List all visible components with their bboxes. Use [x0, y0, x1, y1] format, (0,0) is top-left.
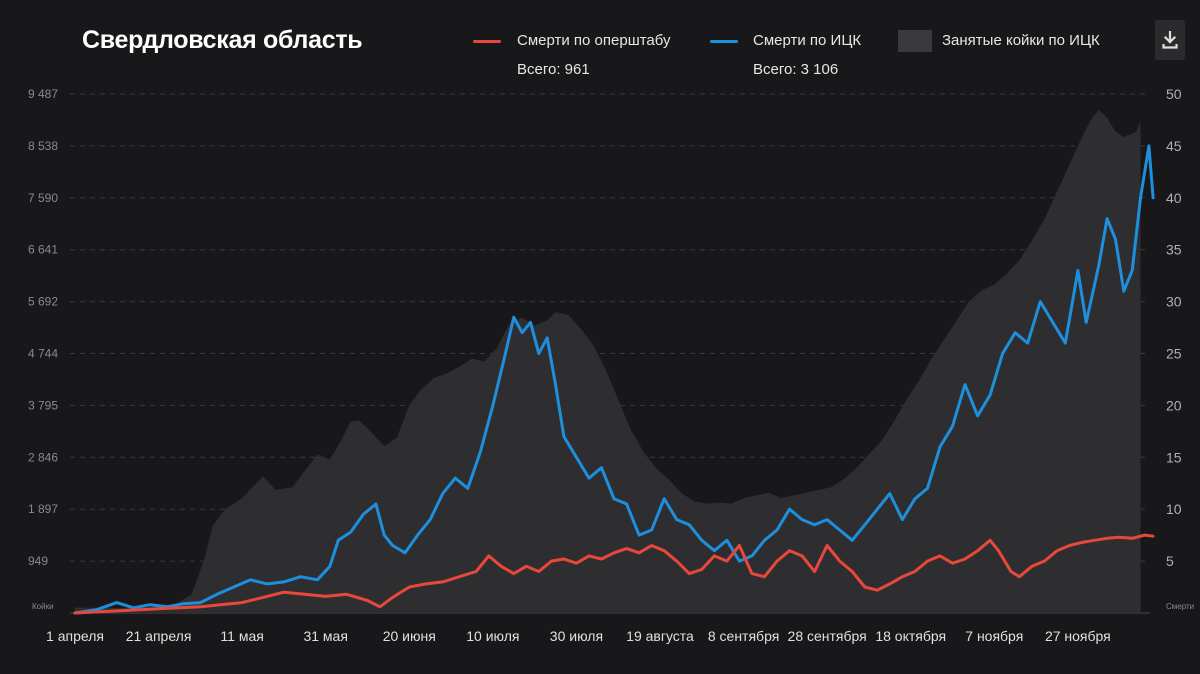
x-tick-label: 31 мая	[303, 628, 347, 644]
right-axis: 5 10 15 20 25 30 35 40 45 50 Смерти	[1166, 86, 1194, 611]
x-axis: 1 апреля 21 апреля 11 мая 31 мая 20 июня 10 и…	[46, 628, 1111, 644]
legend-total-ick: Всего: 3 106	[753, 61, 839, 78]
x-tick-label: 28 сентября	[788, 628, 867, 644]
left-tick-label: 8 538	[28, 139, 58, 153]
left-tick-label: 2 846	[28, 450, 58, 464]
left-tick-label: 949	[28, 554, 48, 568]
left-axis-unit: Койки	[32, 602, 54, 611]
right-tick-label: 45	[1166, 138, 1182, 154]
beds-area	[75, 109, 1141, 613]
right-tick-label: 15	[1166, 449, 1182, 465]
right-tick-label: 25	[1166, 346, 1182, 362]
lines-layer	[73, 144, 1155, 615]
right-tick-label: 35	[1166, 242, 1182, 258]
left-tick-label: 1 897	[28, 502, 58, 516]
right-tick-label: 40	[1166, 190, 1182, 206]
legend-swatch-beds	[898, 30, 932, 52]
chart-title: Свердловская область	[82, 26, 363, 54]
legend-swatch-operstab	[473, 40, 501, 43]
x-tick-label: 19 августа	[626, 628, 694, 644]
download-icon	[1162, 31, 1178, 49]
x-tick-label: 21 апреля	[126, 628, 192, 644]
operstab-deaths-line	[73, 533, 1155, 615]
right-tick-label: 20	[1166, 397, 1182, 413]
left-tick-label: 9 487	[28, 87, 58, 101]
left-tick-label: 7 590	[28, 191, 58, 205]
x-tick-label: 18 октября	[875, 628, 946, 644]
x-tick-label: 30 июля	[550, 628, 603, 644]
x-tick-label: 11 мая	[220, 628, 263, 644]
left-tick-label: 6 641	[28, 243, 58, 257]
ick-deaths-line	[73, 144, 1155, 615]
right-tick-label: 10	[1166, 501, 1182, 517]
legend-label-operstab: Смерти по оперштабу	[517, 32, 671, 49]
left-tick-label: 4 744	[28, 347, 58, 361]
x-tick-label: 8 сентября	[708, 628, 779, 644]
x-tick-label: 27 ноября	[1045, 628, 1111, 644]
right-tick-label: 50	[1166, 86, 1182, 102]
legend-swatch-ick	[710, 40, 738, 43]
x-tick-label: 1 апреля	[46, 628, 104, 644]
x-tick-label: 7 ноября	[965, 628, 1023, 644]
beds-area-layer	[75, 109, 1141, 613]
right-tick-label: 5	[1166, 553, 1174, 569]
legend-label-beds: Занятые койки по ИЦК	[942, 32, 1100, 49]
legend-total-operstab: Всего: 961	[517, 61, 590, 78]
left-tick-label: 3 795	[28, 398, 58, 412]
legend-label-ick: Смерти по ИЦК	[753, 32, 862, 49]
download-button[interactable]	[1155, 20, 1185, 60]
left-axis: 949 1 897 2 846 3 795 4 744 5 692 6 641 7 590 8 …	[28, 87, 58, 611]
right-axis-unit: Смерти	[1166, 602, 1194, 611]
x-tick-label: 10 июля	[466, 628, 519, 644]
right-tick-label: 30	[1166, 294, 1182, 310]
x-tick-label: 20 июня	[383, 628, 436, 644]
left-tick-label: 5 692	[28, 295, 58, 309]
